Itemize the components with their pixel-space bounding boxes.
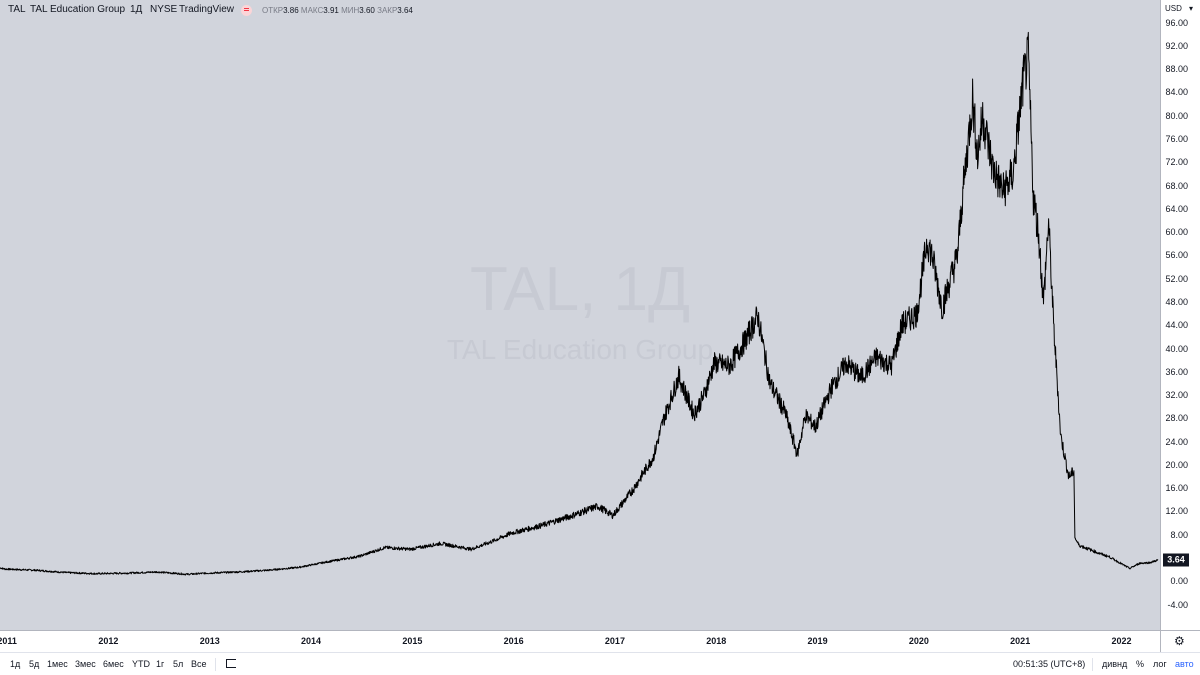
range-1m-button[interactable]: 1мес bbox=[47, 659, 68, 669]
price-tick-label: 56.00 bbox=[1165, 250, 1188, 261]
low-value: 3.60 bbox=[359, 6, 375, 15]
price-tick-label: 52.00 bbox=[1165, 273, 1188, 284]
chevron-down-icon[interactable]: ▾ bbox=[1189, 4, 1194, 13]
symbol-ticker[interactable]: TAL bbox=[8, 4, 26, 15]
range-5y-button[interactable]: 5л bbox=[173, 659, 184, 669]
price-tick-label: 12.00 bbox=[1165, 506, 1188, 517]
year-tick-label: 2018 bbox=[706, 636, 727, 646]
year-tick-label: 2012 bbox=[98, 636, 119, 646]
settings-corner[interactable]: ⚙ bbox=[1160, 630, 1200, 652]
price-tick-label: 44.00 bbox=[1165, 320, 1188, 331]
range-ytd-button[interactable]: YTD bbox=[132, 659, 150, 669]
year-tick-label: 2016 bbox=[503, 636, 524, 646]
price-chart bbox=[0, 31, 1159, 576]
range-1d-button[interactable]: 1д bbox=[10, 659, 21, 669]
price-tick-label: 36.00 bbox=[1165, 366, 1188, 377]
open-label: ОТКР bbox=[262, 6, 284, 15]
price-tick-label: 84.00 bbox=[1165, 87, 1188, 98]
price-tick-label: 64.00 bbox=[1165, 203, 1188, 214]
percent-toggle[interactable]: % bbox=[1136, 659, 1145, 669]
range-all-button[interactable]: Все bbox=[191, 659, 207, 669]
exchange-label: NYSE bbox=[150, 4, 178, 15]
range-5d-button[interactable]: 5д bbox=[29, 659, 40, 669]
last-price-label: 3.64 bbox=[1163, 553, 1189, 567]
range-1y-button[interactable]: 1г bbox=[156, 659, 165, 669]
go-to-date-icon[interactable] bbox=[226, 659, 236, 668]
status-icon bbox=[244, 8, 249, 11]
price-tick-label: 40.00 bbox=[1165, 343, 1188, 354]
gear-icon[interactable]: ⚙ bbox=[1174, 634, 1185, 648]
price-tick-label: 88.00 bbox=[1165, 64, 1188, 75]
ohlc-readout: ОТКР3.86 МАКС3.91 МИН3.60 ЗАКР3.64 bbox=[262, 6, 413, 15]
close-label: ЗАКР bbox=[377, 6, 398, 15]
bottom-toolbar: 1д 5д 1мес 3мес 6мес YTD 1г 5л Все 00:51… bbox=[0, 652, 1200, 675]
price-tick-label: 60.00 bbox=[1165, 227, 1188, 238]
price-tick-label: 92.00 bbox=[1165, 40, 1188, 51]
open-value: 3.86 bbox=[283, 6, 299, 15]
watermark-symbol: TAL, 1Д bbox=[469, 255, 691, 324]
year-tick-label: 2020 bbox=[908, 636, 929, 646]
symbol-name[interactable]: TAL Education Group bbox=[30, 4, 126, 15]
clock-label[interactable]: 00:51:35 (UTC+8) bbox=[1013, 659, 1086, 669]
price-tick-label: 20.00 bbox=[1165, 459, 1188, 470]
source-label: TradingView bbox=[179, 4, 235, 15]
chart-area[interactable]: TAL, 1Д TAL Education Group TAL TAL Educ… bbox=[0, 0, 1160, 630]
year-tick-label: 2021 bbox=[1010, 636, 1031, 646]
year-tick-label: 2014 bbox=[301, 636, 322, 646]
year-tick-label: 2011 bbox=[0, 636, 17, 646]
range-6m-button[interactable]: 6мес bbox=[103, 659, 124, 669]
separator bbox=[215, 658, 216, 671]
price-tick-label: 72.00 bbox=[1165, 157, 1188, 168]
year-tick-label: 2015 bbox=[402, 636, 423, 646]
year-tick-label: 2019 bbox=[807, 636, 828, 646]
currency-label[interactable]: USD bbox=[1165, 4, 1182, 13]
price-tick-label: 24.00 bbox=[1165, 436, 1188, 447]
time-axis[interactable]: 2011 2012 2013 2014 2015 2016 2017 2018 2019 2020… bbox=[0, 630, 1160, 652]
year-tick-label: 2013 bbox=[199, 636, 220, 646]
high-label: МАКС bbox=[300, 6, 324, 15]
range-3m-button[interactable]: 3мес bbox=[75, 659, 96, 669]
price-tick-label: 0.00 bbox=[1170, 576, 1188, 587]
price-tick-label: 32.00 bbox=[1165, 390, 1188, 401]
market-status-dot[interactable] bbox=[241, 5, 252, 16]
price-tick-label: 8.00 bbox=[1170, 529, 1188, 540]
price-tick-label: 80.00 bbox=[1165, 110, 1188, 121]
price-tick-label: 68.00 bbox=[1165, 180, 1188, 191]
price-tick-label: 76.00 bbox=[1165, 134, 1188, 145]
watermark-name: TAL Education Group bbox=[446, 334, 714, 365]
price-tick-label: 28.00 bbox=[1165, 413, 1188, 424]
high-value: 3.91 bbox=[323, 6, 339, 15]
low-label: МИН bbox=[341, 6, 360, 15]
price-line bbox=[0, 31, 1159, 576]
log-toggle[interactable]: лог bbox=[1153, 659, 1167, 669]
price-tick-label: -4.00 bbox=[1167, 599, 1188, 610]
price-tick-label: 48.00 bbox=[1165, 296, 1188, 307]
price-tick-label: 16.00 bbox=[1165, 483, 1188, 494]
interval-label[interactable]: 1Д bbox=[130, 4, 143, 15]
dividends-toggle[interactable]: дивнд bbox=[1102, 659, 1128, 669]
year-tick-label: 2017 bbox=[604, 636, 625, 646]
close-value: 3.64 bbox=[397, 6, 413, 15]
year-tick-label: 2022 bbox=[1111, 636, 1132, 646]
separator bbox=[1092, 658, 1093, 671]
price-tick-label: 96.00 bbox=[1165, 17, 1188, 28]
auto-toggle[interactable]: авто bbox=[1175, 659, 1194, 669]
price-axis[interactable]: 96.00 92.00 88.00 84.00 80.00 76.00 72.00 68.00… bbox=[1160, 0, 1200, 630]
